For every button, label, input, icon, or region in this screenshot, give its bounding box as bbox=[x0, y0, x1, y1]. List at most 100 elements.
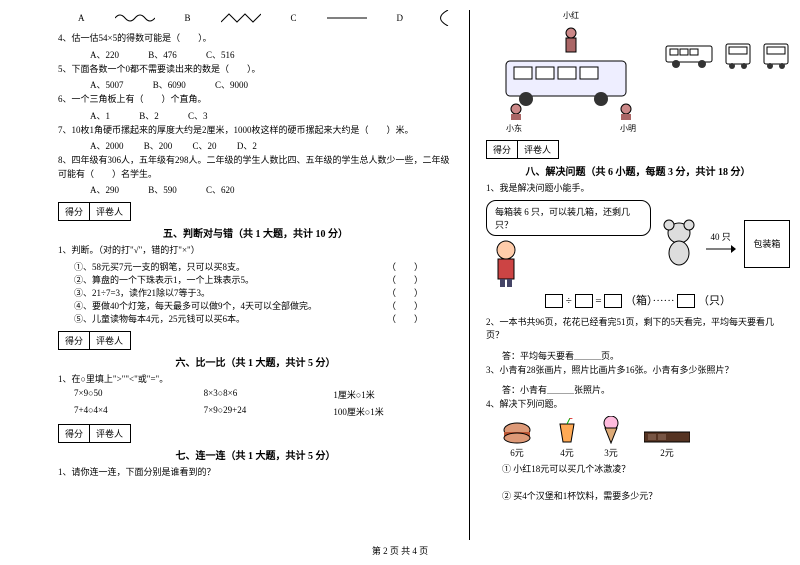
tf-paren: （ ） bbox=[387, 299, 423, 312]
cmp-6: 100厘米○1米 bbox=[333, 405, 453, 418]
speech-bubble: 每箱装 6 只，可以装几箱，还剩几只？ bbox=[486, 200, 651, 236]
bubble-wrap: 每箱装 6 只，可以装几箱，还剩几只？ bbox=[486, 200, 651, 288]
shape-options: A B C D bbox=[58, 10, 453, 26]
right-column: 小红 小东 小明 bbox=[470, 10, 798, 540]
page-footer: 第 2 页 共 4 页 bbox=[0, 540, 800, 557]
q7-c: C、20 bbox=[193, 141, 217, 151]
snack-row: 6元 4元 3元 2元 bbox=[486, 416, 790, 459]
q6-a: A、1 bbox=[90, 111, 110, 121]
r-q4-sub2: ② 买4个汉堡和1杯饮料，需要多少元？ bbox=[486, 490, 790, 504]
r-q1: 1、我是解决问题小能手。 bbox=[486, 182, 790, 196]
score-box-8: 得分 评卷人 bbox=[486, 140, 559, 159]
snack-icecream: 3元 bbox=[602, 416, 620, 459]
eq-tail: （箱）······ bbox=[625, 295, 674, 307]
cmp-1: 7×9○50 bbox=[74, 388, 194, 401]
r-q2-ans: 答：平均每天要看＿＿＿页。 bbox=[502, 349, 790, 362]
price-4: 2元 bbox=[644, 446, 690, 459]
cmp-3: 1厘米○1米 bbox=[333, 388, 453, 401]
tf-5: ⑤、儿童读物每本4元，25元钱可以买6本。（ ） bbox=[74, 312, 453, 325]
sec5-list: ①、58元买7元一支的钢笔，只可以买8支。（ ） ②、算盘的一个下珠表示1，一个… bbox=[58, 260, 453, 325]
sec8-title: 八、解决问题（共 6 小题，每题 3 分，共计 18 分） bbox=[486, 163, 790, 178]
r-q4-sub1: ① 小红18元可以买几个冰激凌？ bbox=[486, 463, 790, 477]
bus-side-icon bbox=[664, 40, 714, 70]
doll-icon bbox=[659, 219, 698, 269]
eq-blank bbox=[575, 294, 593, 308]
q7-b: B、200 bbox=[144, 141, 173, 151]
q5-a: A、5007 bbox=[90, 80, 124, 90]
count-block: 40 只 bbox=[706, 230, 736, 257]
q6-b: B、2 bbox=[139, 111, 159, 121]
r-q3-ans: 答：小青有＿＿＿张照片。 bbox=[502, 383, 790, 396]
eq-blank bbox=[677, 294, 695, 308]
q8-opts: A、290 B、590 C、620 bbox=[58, 183, 453, 196]
score-box-5: 得分 评卷人 bbox=[58, 202, 131, 221]
q7-opts: A、2000 B、200 C、20 D、2 bbox=[58, 139, 453, 152]
sec5-title: 五、判断对与错（共 1 大题，共计 10 分） bbox=[58, 225, 453, 240]
grader-label: 评卷人 bbox=[90, 332, 130, 349]
count-label: 40 只 bbox=[706, 230, 736, 243]
q8-c: C、620 bbox=[206, 185, 235, 195]
r-q4: 4、解决下列问题。 bbox=[486, 398, 790, 412]
r-q2: 2、一本书共96页，花花已经看完51页，剩下的5天看完，平均每天要看几页？ bbox=[486, 316, 790, 343]
price-2: 4元 bbox=[556, 446, 578, 459]
view-scene: 小红 小东 小明 bbox=[486, 10, 790, 134]
q5-opts: A、5007 B、6090 C、9000 bbox=[58, 78, 453, 91]
icecream-icon bbox=[602, 416, 620, 444]
wave-icon bbox=[115, 12, 155, 24]
r-q3: 3、小青有28张画片，照片比画片多16张。小青有多少张照片？ bbox=[486, 364, 790, 378]
exam-page: A B C D 4、估一估54×5的得数可能是（ ）。 A、220 B、476 … bbox=[0, 0, 800, 540]
bus-front-icon bbox=[724, 40, 752, 70]
score-box-6: 得分 评卷人 bbox=[58, 331, 131, 350]
bus-views bbox=[664, 40, 790, 70]
tf-5-text: ⑤、儿童读物每本4元，25元钱可以买6本。 bbox=[74, 312, 245, 325]
cmp-5: 7×9○29+24 bbox=[204, 405, 324, 418]
q8-b: B、590 bbox=[148, 185, 177, 195]
q6-c: C、3 bbox=[188, 111, 208, 121]
price-3: 3元 bbox=[602, 446, 620, 459]
q4-opts: A、220 B、476 C、516 bbox=[58, 48, 453, 61]
opt-a-label: A bbox=[78, 13, 85, 23]
drink-icon bbox=[556, 418, 578, 444]
q4-c: C、516 bbox=[206, 50, 235, 60]
score-label: 得分 bbox=[487, 141, 518, 158]
score-box-7: 得分 评卷人 bbox=[58, 424, 131, 443]
grader-label: 评卷人 bbox=[90, 203, 130, 220]
tf-3: ③、21÷7=3，读作21除以7等于3。（ ） bbox=[74, 286, 453, 299]
q4: 4、估一估54×5的得数可能是（ ）。 bbox=[58, 32, 453, 46]
score-label: 得分 bbox=[59, 203, 90, 220]
bus-scene-icon bbox=[486, 21, 656, 121]
sec7-stem: 1、请你连一连，下面分别是谁看到的？ bbox=[58, 466, 453, 480]
eq-blank bbox=[545, 294, 563, 308]
opt-c-label: C bbox=[291, 13, 297, 23]
grader-label: 评卷人 bbox=[518, 141, 558, 158]
q4-a: A、220 bbox=[90, 50, 119, 60]
xiaohong-label: 小红 bbox=[486, 10, 656, 21]
opt-b-label: B bbox=[185, 13, 191, 23]
tf-1: ①、58元买7元一支的钢笔，只可以买8支。 （ ） bbox=[74, 260, 453, 273]
line-icon bbox=[327, 12, 367, 24]
snack-drink: 4元 bbox=[556, 418, 578, 459]
arrow-icon bbox=[706, 243, 736, 255]
q5-b: B、6090 bbox=[153, 80, 186, 90]
eq-blank bbox=[604, 294, 622, 308]
zigzag-icon bbox=[221, 12, 261, 24]
q1-scene: 每箱装 6 只，可以装几箱，还剩几只？ 40 只 包装箱 bbox=[486, 200, 790, 288]
tf-paren: （ ） bbox=[387, 286, 423, 299]
tf-1-text: ①、58元买7元一支的钢笔，只可以买8支。 bbox=[74, 260, 245, 273]
cmp-2: 8×3○8×6 bbox=[204, 388, 324, 401]
tf-paren: （ ） bbox=[387, 260, 423, 273]
tf-4-text: ④、要做40个灯笼，每天最多可以做9个，4天可以全部做完。 bbox=[74, 299, 317, 312]
sec7-title: 七、连一连（共 1 大题，共计 5 分） bbox=[58, 447, 453, 462]
hamburger-icon bbox=[502, 422, 532, 444]
snack-chocolate: 2元 bbox=[644, 430, 690, 459]
score-label: 得分 bbox=[59, 425, 90, 442]
q7: 7、10枚1角硬币摞起来的厚度大约是2厘米，1000枚这样的硬币摞起来大约是（ … bbox=[58, 124, 453, 138]
grader-label: 评卷人 bbox=[90, 425, 130, 442]
chocolate-icon bbox=[644, 430, 690, 444]
q6-opts: A、1 B、2 C、3 bbox=[58, 109, 453, 122]
sec5-stem: 1、判断。（对的打"√"，错的打"×"） bbox=[58, 244, 453, 258]
tf-paren: （ ） bbox=[387, 273, 423, 286]
opt-d-label: D bbox=[397, 13, 404, 23]
left-column: A B C D 4、估一估54×5的得数可能是（ ）。 A、220 B、476 … bbox=[50, 10, 470, 540]
eq-tail2: （只） bbox=[698, 295, 731, 307]
